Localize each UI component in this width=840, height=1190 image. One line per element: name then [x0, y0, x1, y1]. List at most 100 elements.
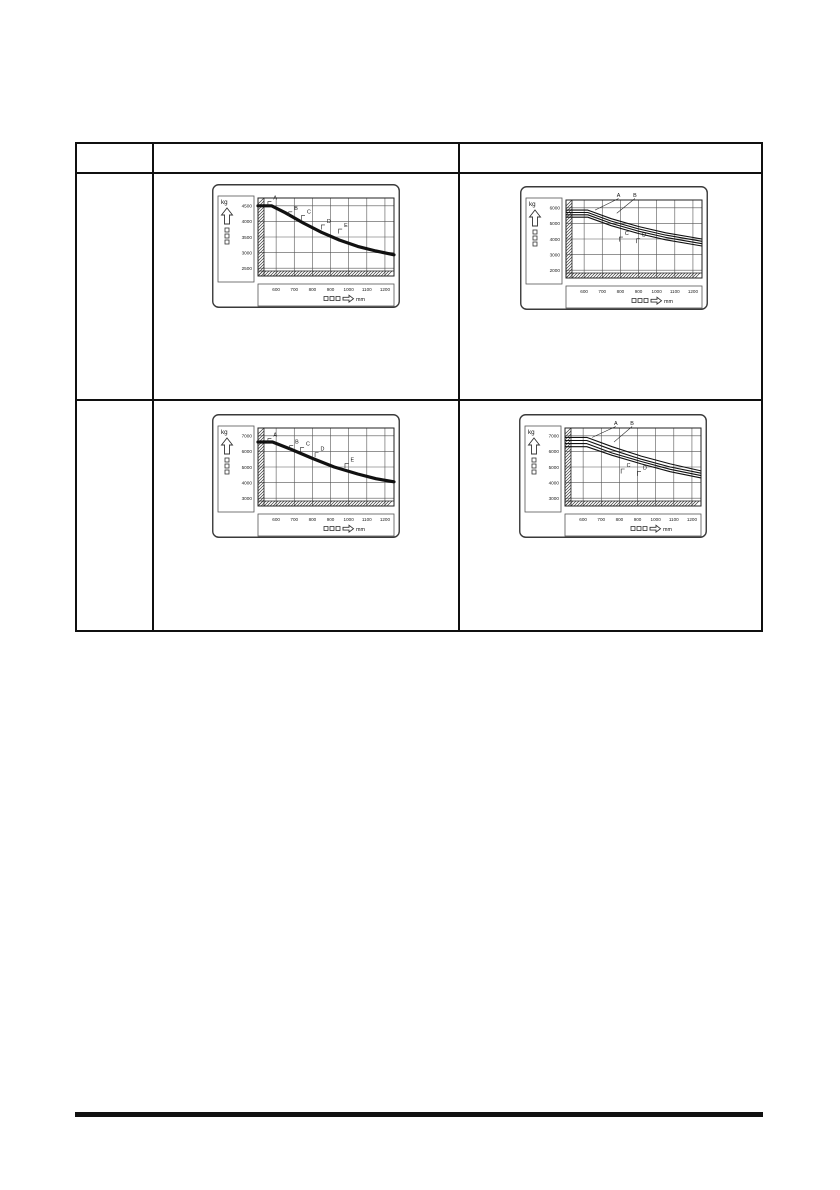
x-tick-label: 800 — [617, 289, 625, 294]
curve-label-C: C — [627, 463, 631, 469]
curve-label-D: D — [321, 447, 325, 453]
right-arrow-icon — [342, 294, 355, 304]
capacity-curve-D — [564, 446, 702, 479]
y-tick-label: 4000 — [242, 480, 253, 485]
y-tick-label: 2500 — [242, 266, 253, 271]
capacity-curve-C — [564, 443, 702, 477]
y-tick-label: 6000 — [550, 206, 561, 211]
y-axis-unit: kg — [529, 201, 536, 208]
row2-chart-cell-right: kg 7000 6000 5000 4000 3000 A B C D 600 700 800 900 10… — [458, 399, 763, 632]
table-header-cell-1 — [75, 142, 154, 174]
curve-label-C: C — [307, 210, 311, 216]
capacity-chart-figure: kg 4500 4000 3500 3000 2500 A B C D E 600 700 800 900 1… — [212, 184, 400, 308]
capacity-curve-capacity — [256, 440, 396, 484]
x-tick-label: 1100 — [362, 287, 372, 292]
cjk-placeholder-box — [224, 469, 230, 475]
up-arrow-icon — [528, 209, 542, 227]
y-tick-label: 5000 — [550, 221, 561, 226]
x-tick-label: 800 — [309, 287, 317, 292]
cjk-placeholder-box — [532, 229, 538, 235]
cjk-placeholder-box — [224, 227, 230, 233]
cjk-placeholder-box — [531, 469, 537, 475]
cjk-placeholder-box — [224, 463, 230, 469]
x-tick-label: 600 — [272, 517, 280, 522]
curve-label-A: A — [614, 421, 618, 427]
x-tick-label: 600 — [272, 287, 280, 292]
table-header-cell-2 — [152, 142, 460, 174]
right-arrow-icon — [649, 524, 662, 534]
cjk-placeholder-box — [224, 457, 230, 463]
cjk-placeholder-box — [531, 457, 537, 463]
y-tick-label: 3500 — [242, 235, 253, 240]
curve-label-A: A — [617, 193, 621, 199]
cjk-placeholder-box — [642, 526, 648, 531]
row1-chart-cell-left: kg 4500 4000 3500 3000 2500 A B C D E 600 700 800 900 1… — [152, 172, 460, 401]
x-tick-label: 600 — [579, 517, 587, 522]
capacity-curve-B — [565, 211, 703, 242]
y-tick-label: 3000 — [242, 250, 253, 255]
curve-label-D: D — [327, 219, 331, 225]
row2-chart-cell-left: kg 7000 6000 5000 4000 3000 A B C D E 600 700 800 900 1… — [152, 399, 460, 632]
curve-label-C: C — [625, 231, 629, 237]
cjk-placeholder-box — [636, 526, 642, 531]
cjk-placeholder-box — [335, 296, 341, 301]
y-tick-label: 4000 — [550, 237, 561, 242]
x-tick-label: 900 — [635, 289, 643, 294]
x-axis-unit: mm — [356, 527, 365, 533]
cjk-placeholder-box — [532, 235, 538, 241]
y-tick-label: 4500 — [242, 204, 253, 209]
table-header-cell-3 — [458, 142, 763, 174]
y-tick-label: 6000 — [549, 449, 560, 454]
footer-rule — [75, 1112, 763, 1117]
cjk-placeholder-box — [532, 241, 538, 247]
capacity-chart-figure: kg 7000 6000 5000 4000 3000 A B C D 600 700 800 900 10… — [519, 414, 707, 538]
x-tick-label: 700 — [290, 287, 298, 292]
cjk-placeholder-box — [329, 296, 335, 301]
y-tick-label: 4000 — [242, 219, 253, 224]
up-arrow-icon — [220, 437, 234, 455]
load-capacity-chart-top-right: kg 6000 5000 4000 3000 2000 A B C D 600 700 800 900 10… — [520, 186, 708, 310]
cjk-placeholder-box — [224, 239, 230, 245]
curve-label-B: B — [630, 421, 634, 427]
row2-label-cell — [75, 399, 154, 632]
capacity-curve-capacity — [256, 204, 396, 257]
cjk-placeholder-box — [630, 526, 636, 531]
capacity-curve-A — [564, 436, 702, 472]
x-tick-label: 800 — [616, 517, 624, 522]
x-axis-unit: mm — [663, 527, 672, 533]
x-tick-label: 1000 — [652, 289, 663, 294]
y-tick-label: 7000 — [242, 434, 253, 439]
cjk-placeholder-box — [631, 298, 637, 303]
x-axis-unit: mm — [664, 299, 673, 305]
y-axis-unit: kg — [528, 429, 535, 436]
cjk-placeholder-box — [637, 298, 643, 303]
charts-table: kg 4500 4000 3500 3000 2500 A B C D E 600 700 800 900 1… — [75, 142, 763, 632]
y-tick-label: 7000 — [549, 434, 560, 439]
x-tick-label: 600 — [580, 289, 588, 294]
curve-label-A: A — [273, 196, 277, 202]
x-tick-label: 1100 — [670, 289, 680, 294]
y-tick-label: 6000 — [242, 449, 253, 454]
capacity-curve-B — [564, 439, 702, 474]
x-tick-label: 1000 — [344, 517, 355, 522]
curve-label-B: B — [294, 206, 298, 212]
cjk-placeholder-box — [323, 526, 329, 531]
row1-chart-cell-right: kg 6000 5000 4000 3000 2000 A B C D 600 700 800 900 10… — [458, 172, 763, 401]
x-tick-label: 900 — [634, 517, 642, 522]
y-tick-label: 3000 — [549, 496, 560, 501]
load-capacity-chart-bottom-right: kg 7000 6000 5000 4000 3000 A B C D 600 700 800 900 10… — [519, 414, 707, 538]
curve-label-C: C — [306, 441, 310, 447]
capacity-curve-C — [565, 214, 703, 245]
load-capacity-chart-bottom-left: kg 7000 6000 5000 4000 3000 A B C D E 600 700 800 900 1… — [212, 414, 400, 538]
y-tick-label: 2000 — [550, 268, 561, 273]
x-tick-label: 1200 — [687, 517, 698, 522]
x-axis-unit: mm — [356, 297, 365, 303]
x-tick-label: 700 — [598, 289, 606, 294]
x-tick-label: 1200 — [688, 289, 699, 294]
x-tick-label: 700 — [597, 517, 605, 522]
curve-label-D: D — [643, 465, 647, 471]
x-tick-label: 1200 — [380, 287, 391, 292]
row1-label-cell — [75, 172, 154, 401]
y-tick-label: 5000 — [242, 465, 253, 470]
